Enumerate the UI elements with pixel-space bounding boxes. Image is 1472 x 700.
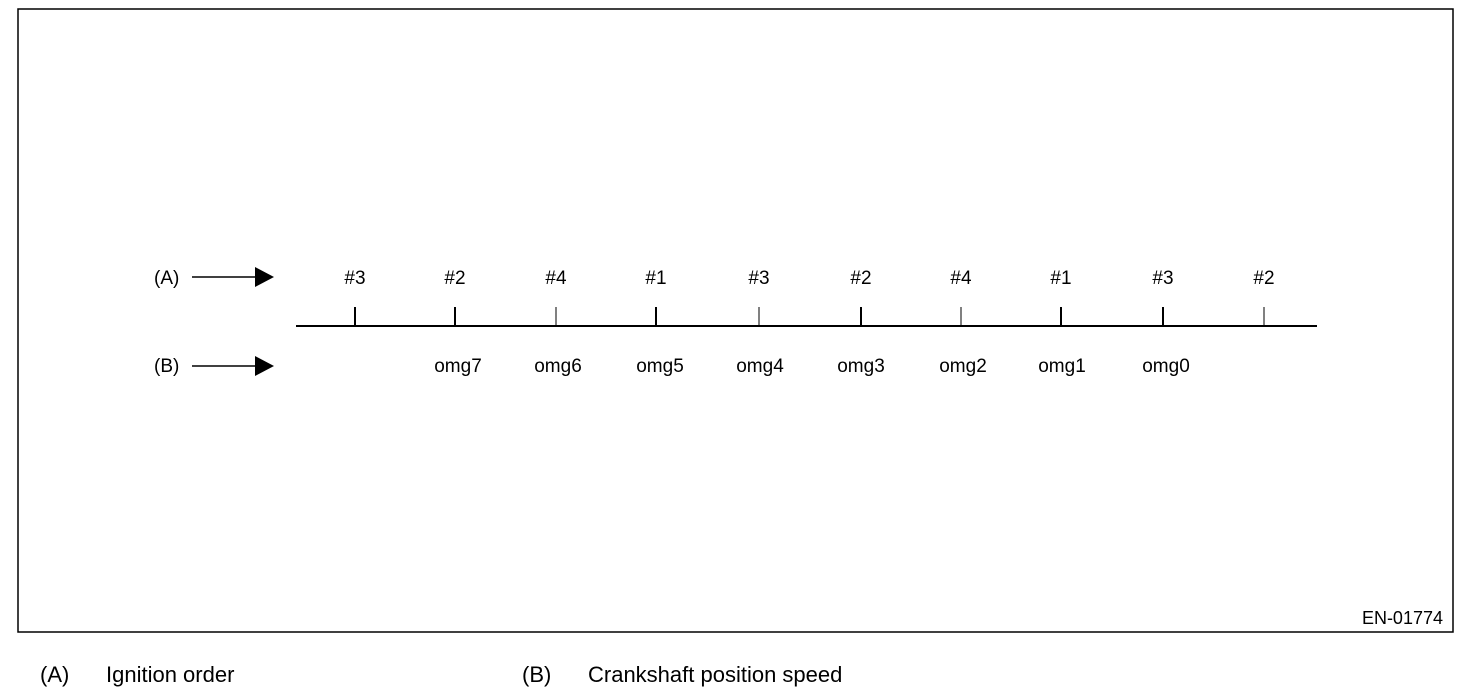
- legend-key: (B): [522, 662, 552, 687]
- figure-frame: [17, 8, 1454, 633]
- ignition-label: #2: [850, 268, 871, 289]
- crank-speed-label: omg1: [1038, 356, 1086, 377]
- ignition-label: #4: [545, 268, 567, 289]
- legend-key: (A): [40, 662, 70, 687]
- crank-speed-label: omg0: [1142, 356, 1190, 377]
- ignition-label: #3: [1152, 268, 1173, 289]
- legend-text: Crankshaft position speed: [588, 662, 843, 687]
- ignition-label: #2: [1253, 268, 1274, 289]
- crank-speed-label: omg4: [736, 356, 784, 377]
- ignition-label: #1: [1050, 268, 1071, 289]
- crank-speed-label: omg6: [534, 356, 582, 377]
- row-b-key: (B): [154, 356, 179, 377]
- crank-speed-label: omg7: [434, 356, 482, 377]
- ignition-label: #3: [748, 268, 769, 289]
- crank-speed-label: omg5: [636, 356, 684, 377]
- legend-item-a: (A) Ignition order: [40, 660, 234, 690]
- legend-text: Ignition order: [106, 662, 235, 687]
- ignition-label: #2: [444, 268, 465, 289]
- ignition-label: #4: [950, 268, 972, 289]
- legend-item-b: (B) Crankshaft position speed: [522, 660, 842, 690]
- row-a-arrow-head-icon: [255, 267, 274, 287]
- crank-speed-label: omg3: [837, 356, 885, 377]
- figure-code: EN-01774: [1362, 608, 1443, 628]
- row-a-key: (A): [154, 268, 179, 289]
- row-b-arrow-head-icon: [255, 356, 274, 376]
- ignition-label: #1: [645, 268, 666, 289]
- ignition-label: #3: [344, 268, 365, 289]
- crank-speed-label: omg2: [939, 356, 987, 377]
- timing-diagram: (A) (B) #3 #2 #4 #1 #3 #2 #4 #1 #3 #2 om…: [17, 8, 1454, 633]
